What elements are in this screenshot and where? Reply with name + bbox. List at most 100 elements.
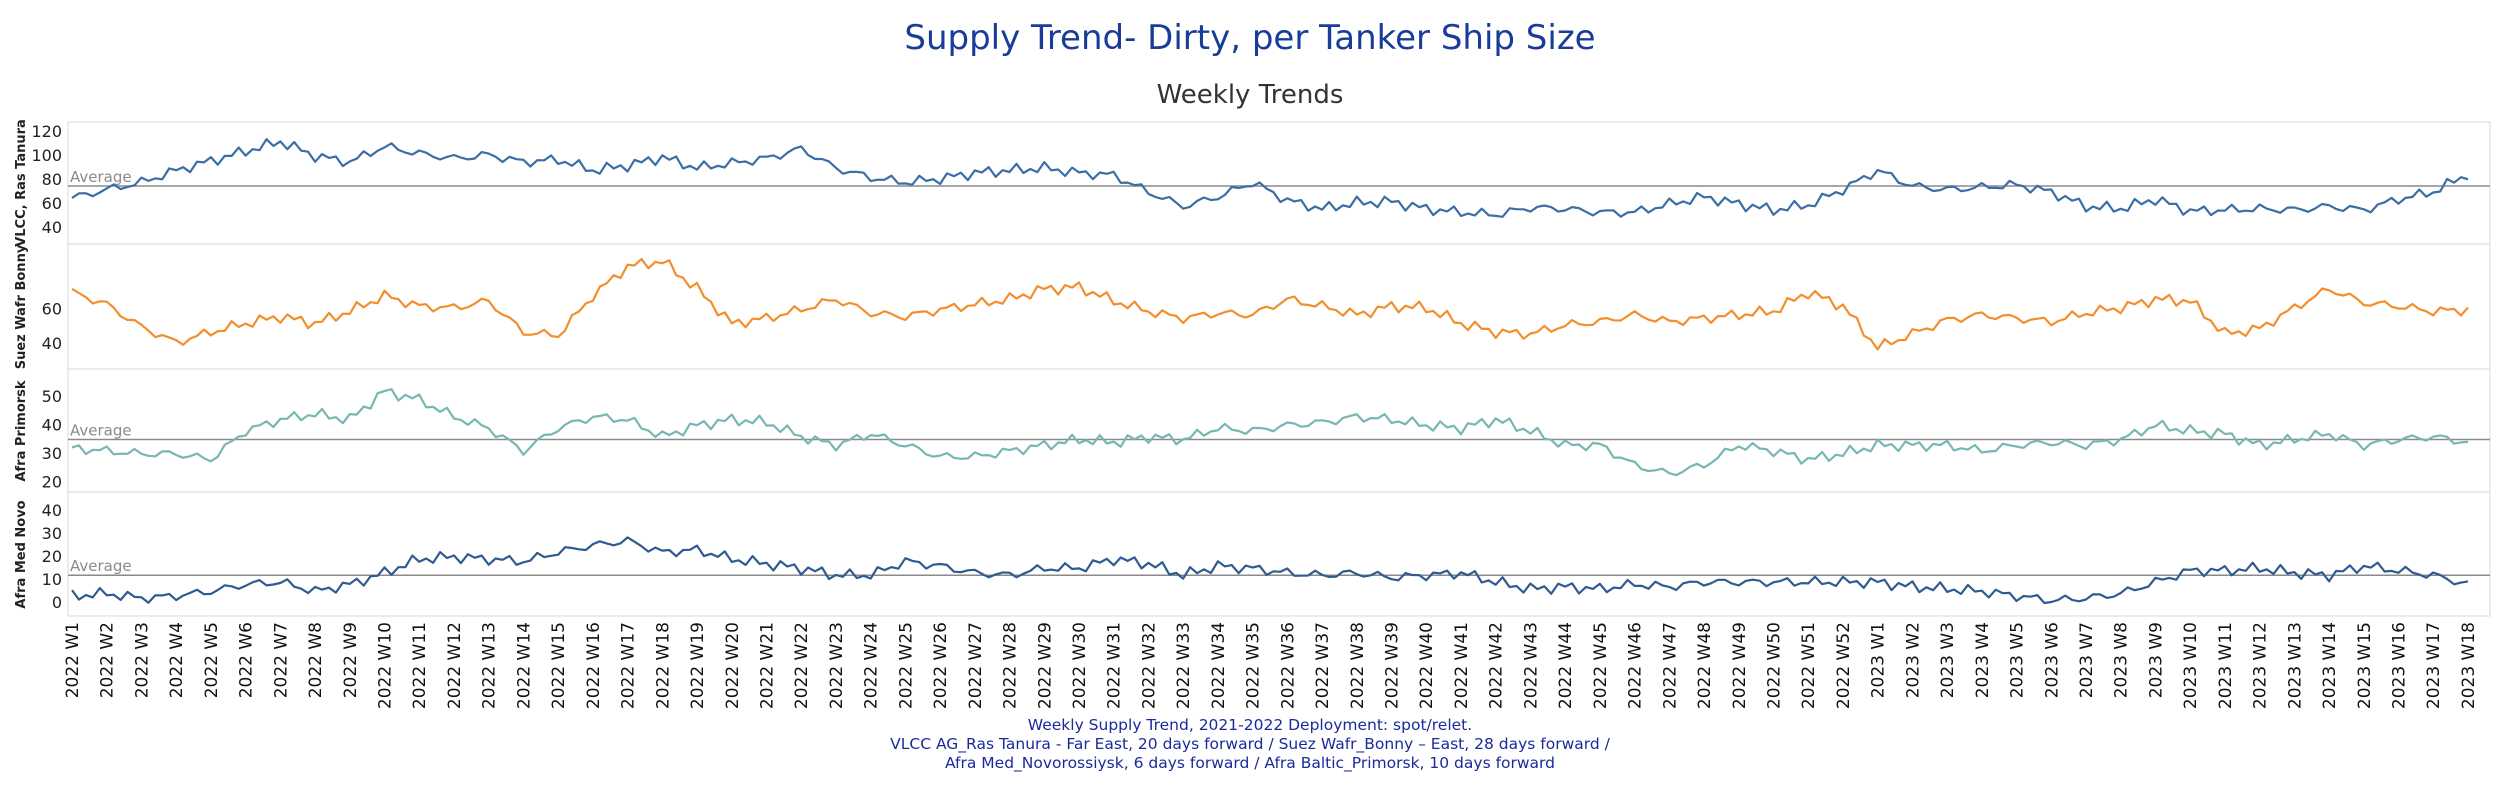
x-tick-label: 2023 W2 xyxy=(1903,622,1923,698)
panel-label: Suez Wafr Bonny xyxy=(14,244,29,369)
y-tick-label: 30 xyxy=(42,524,62,543)
x-tick-label: 2022 W38 xyxy=(1348,622,1368,709)
y-tick-label: 80 xyxy=(42,170,62,189)
x-tick-label: 2022 W24 xyxy=(862,622,882,709)
x-tick-label: 2023 W11 xyxy=(2216,622,2236,709)
y-tick-label: 120 xyxy=(31,122,62,141)
x-tick-label: 2023 W14 xyxy=(2320,622,2340,709)
x-tick-label: 2022 W27 xyxy=(966,622,986,709)
y-tick-label: 20 xyxy=(42,472,62,491)
x-tick-label: 2022 W19 xyxy=(688,622,708,709)
x-tick-label: 2022 W37 xyxy=(1313,622,1333,709)
x-tick-label: 2022 W43 xyxy=(1521,622,1541,709)
series-line-3 xyxy=(71,536,2469,605)
average-label: Average xyxy=(70,422,132,440)
x-tick-label: 2022 W47 xyxy=(1660,622,1680,709)
x-tick-label: 2022 W5 xyxy=(202,622,222,698)
x-tick-label: 2022 W10 xyxy=(376,622,396,709)
footer-line-3: Afra Med_Novorossiysk, 6 days forward / … xyxy=(945,754,1555,772)
x-tick-label: 2022 W42 xyxy=(1487,622,1507,709)
x-tick-label: 2023 W7 xyxy=(2077,622,2097,698)
average-label: Average xyxy=(70,557,132,575)
x-tick-label: 2023 W17 xyxy=(2424,622,2444,709)
y-tick-label: 0 xyxy=(52,593,62,612)
x-tick-label: 2022 W4 xyxy=(167,622,187,698)
x-tick-label: 2022 W18 xyxy=(653,622,673,709)
x-tick-label: 2022 W3 xyxy=(132,622,152,698)
x-tick-label: 2022 W14 xyxy=(514,622,534,709)
x-tick-label: 2023 W12 xyxy=(2251,622,2271,709)
x-tick-label: 2022 W8 xyxy=(306,622,326,698)
x-tick-label: 2023 W8 xyxy=(2112,622,2132,698)
footer-line-2: VLCC AG_Ras Tanura - Far East, 20 days f… xyxy=(890,735,1610,753)
x-tick-label: 2022 W6 xyxy=(237,622,257,698)
y-tick-label: 40 xyxy=(42,334,62,353)
x-tick-label: 2022 W30 xyxy=(1070,622,1090,709)
x-tick-label: 2022 W48 xyxy=(1695,622,1715,709)
series-line-0 xyxy=(71,138,2469,218)
x-tick-label: 2022 W16 xyxy=(584,622,604,709)
average-label: Average xyxy=(70,168,132,186)
x-tick-label: 2022 W50 xyxy=(1765,622,1785,709)
x-tick-label: 2022 W44 xyxy=(1556,622,1576,709)
x-tick-label: 2022 W17 xyxy=(619,622,639,709)
y-tick-label: 50 xyxy=(42,387,62,406)
x-tick-label: 2022 W31 xyxy=(1105,622,1125,709)
x-tick-label: 2022 W49 xyxy=(1730,622,1750,709)
x-tick-label: 2022 W9 xyxy=(341,622,361,698)
x-tick-label: 2022 W35 xyxy=(1244,622,1264,709)
series-line-2 xyxy=(71,388,2469,477)
panel-label: Afra Med Novo xyxy=(14,500,29,608)
x-tick-label: 2022 W36 xyxy=(1278,622,1298,709)
x-tick-label: 2023 W4 xyxy=(1973,622,1993,698)
panel-label: Afra Primorsk xyxy=(14,380,29,481)
x-tick-label: 2022 W1 xyxy=(63,622,83,698)
y-tick-label: 100 xyxy=(31,146,62,165)
x-tick-label: 2022 W34 xyxy=(1209,622,1229,709)
series-line-1 xyxy=(71,258,2469,351)
panel-label: VLCC, Ras Tanura xyxy=(14,119,29,247)
x-tick-label: 2022 W2 xyxy=(98,622,118,698)
x-tick-label: 2022 W21 xyxy=(758,622,778,709)
x-tick-label: 2022 W39 xyxy=(1383,622,1403,709)
x-tick-label: 2022 W7 xyxy=(271,622,291,698)
x-tick-label: 2022 W33 xyxy=(1174,622,1194,709)
x-tick-label: 2023 W5 xyxy=(2008,622,2028,698)
y-tick-label: 40 xyxy=(42,415,62,434)
x-tick-label: 2022 W26 xyxy=(931,622,951,709)
chart-title: Supply Trend- Dirty, per Tanker Ship Siz… xyxy=(904,18,1596,58)
x-tick-label: 2022 W32 xyxy=(1139,622,1159,709)
x-tick-label: 2022 W41 xyxy=(1452,622,1472,709)
footer-line-1: Weekly Supply Trend, 2021-2022 Deploymen… xyxy=(1027,716,1473,734)
y-tick-label: 20 xyxy=(42,547,62,566)
x-tick-label: 2023 W10 xyxy=(2181,622,2201,709)
x-tick-label: 2023 W6 xyxy=(2042,622,2062,698)
x-tick-label: 2022 W11 xyxy=(410,622,430,709)
y-tick-label: 40 xyxy=(42,501,62,520)
x-tick-label: 2022 W40 xyxy=(1417,622,1437,709)
x-tick-label: 2022 W28 xyxy=(1001,622,1021,709)
x-tick-label: 2022 W29 xyxy=(1035,622,1055,709)
x-tick-label: 2022 W12 xyxy=(445,622,465,709)
x-tick-label: 2023 W16 xyxy=(2390,622,2410,709)
y-tick-label: 10 xyxy=(42,570,62,589)
x-tick-label: 2022 W52 xyxy=(1834,622,1854,709)
y-tick-label: 60 xyxy=(42,300,62,319)
chart-subtitle: Weekly Trends xyxy=(1156,80,1344,110)
x-tick-label: 2022 W45 xyxy=(1591,622,1611,709)
y-tick-label: 40 xyxy=(42,218,62,237)
x-tick-label: 2023 W9 xyxy=(2146,622,2166,698)
x-tick-label: 2023 W3 xyxy=(1938,622,1958,698)
y-tick-label: 30 xyxy=(42,444,62,463)
x-tick-label: 2023 W1 xyxy=(1869,622,1889,698)
y-tick-label: 60 xyxy=(42,194,62,213)
x-tick-label: 2022 W25 xyxy=(896,622,916,709)
x-tick-label: 2022 W15 xyxy=(549,622,569,709)
x-tick-label: 2022 W13 xyxy=(480,622,500,709)
x-tick-label: 2022 W20 xyxy=(723,622,743,709)
x-tick-label: 2023 W15 xyxy=(2355,622,2375,709)
x-tick-label: 2023 W18 xyxy=(2459,622,2479,709)
x-tick-label: 2022 W23 xyxy=(827,622,847,709)
x-tick-label: 2022 W22 xyxy=(792,622,812,709)
